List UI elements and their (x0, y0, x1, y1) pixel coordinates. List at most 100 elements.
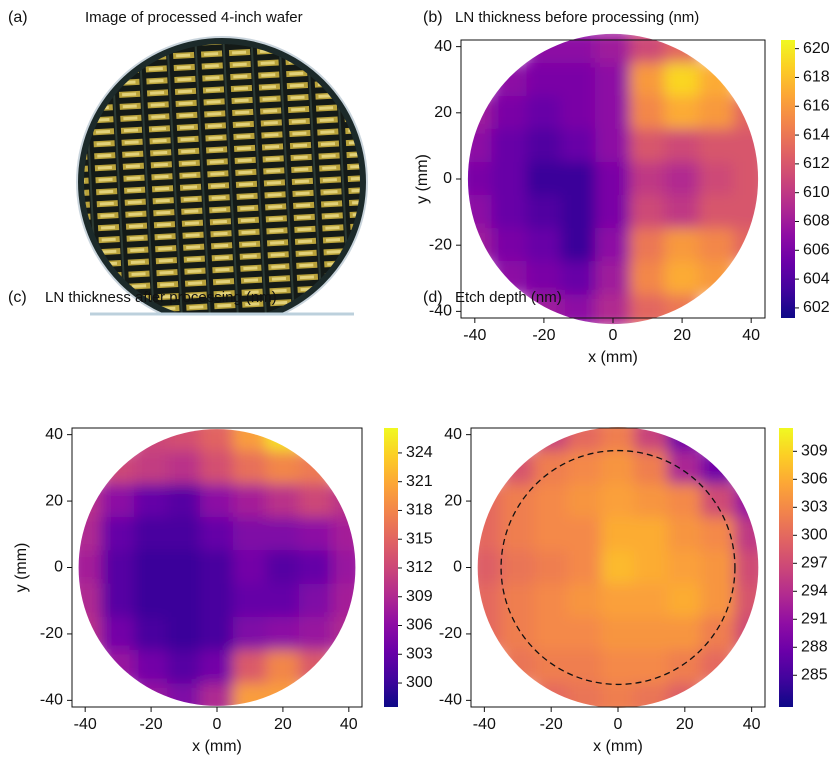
heatmap-cell (567, 550, 602, 585)
heatmap-cell (298, 583, 333, 618)
dashed-circle (500, 449, 736, 686)
colorbar-tick-label: 606 (803, 242, 830, 259)
heatmap-cell (526, 128, 562, 163)
heatmap-cell (634, 683, 669, 708)
heatmap-cell (101, 450, 136, 485)
heatmap-cell (664, 228, 700, 263)
heatmap-cell (533, 483, 569, 519)
heatmap-cell (500, 616, 535, 652)
heatmap-cell (500, 550, 535, 585)
heatmap-cell (331, 550, 356, 585)
heatmap-cell (701, 616, 736, 652)
heatmap-cell (634, 616, 669, 652)
heatmap-cell (477, 550, 502, 585)
heatmap-cell (167, 650, 202, 685)
y-axis-label: y (mm) (13, 543, 30, 593)
heatmap-cell (200, 683, 234, 706)
heatmap-cell (595, 95, 631, 130)
heatmap-cell (134, 583, 169, 618)
x-tick-label: -20 (540, 716, 563, 733)
heatmap-cell (634, 550, 669, 585)
colorbar-tick-label: 321 (406, 473, 433, 490)
colorbar-tick-label: 306 (406, 617, 433, 634)
heatmap-cell (477, 483, 502, 519)
heatmap-cell (664, 33, 700, 64)
heatmap-cell (167, 429, 202, 452)
heatmap-cell (567, 427, 602, 452)
heatmap-cell (477, 616, 502, 652)
heatmap-cell (491, 95, 528, 130)
x-tick-label: 0 (609, 327, 618, 344)
heatmap-cell (567, 517, 602, 552)
x-tick-label: 20 (676, 716, 694, 733)
colorbar-tick-label: 315 (406, 530, 433, 547)
heatmap-cell (600, 450, 636, 485)
heatmap-cell (526, 195, 562, 230)
heatmap-cell (629, 161, 666, 197)
colorbar (781, 40, 795, 318)
heatmap-cell (78, 616, 103, 652)
heatmap-cell (200, 483, 234, 519)
heatmap-cell (467, 228, 493, 263)
heatmap-cell (200, 517, 234, 552)
heatmap-cell (733, 161, 759, 197)
heatmap-cell (101, 483, 136, 519)
heatmap-cell (331, 483, 356, 519)
heatmap-cell (595, 261, 631, 296)
heatmap-cell (167, 483, 202, 519)
y-tick-label: -40 (429, 303, 452, 320)
heatmap-cell (265, 483, 300, 519)
heatmap-cell (567, 583, 602, 618)
heatmap-cell (78, 483, 103, 519)
x-axis-label: x (mm) (588, 349, 638, 366)
heatmap-cell (734, 550, 759, 585)
heatmap-cell (664, 95, 700, 130)
heatmap-cell (567, 683, 602, 708)
heatmap-cell (629, 261, 666, 296)
heatmap-cell (698, 261, 735, 296)
y-tick-label: 0 (443, 170, 452, 187)
heatmap-cell (560, 294, 597, 325)
panel-title: Etch depth (nm) (455, 289, 562, 306)
heatmap-cell (664, 161, 700, 197)
heatmap-cell (200, 616, 234, 652)
x-tick-label: -20 (532, 327, 555, 344)
heatmap-cell (664, 294, 700, 325)
colorbar-tick-label: 602 (803, 299, 830, 316)
heatmap-cell (78, 517, 103, 552)
colorbar-tick-label: 291 (801, 611, 828, 628)
y-tick-label: -20 (439, 625, 462, 642)
heatmap-cell (560, 128, 597, 163)
heatmap-cell (467, 95, 493, 130)
heatmap-cell (134, 616, 169, 652)
heatmap-cell (567, 450, 602, 485)
colorbar (384, 428, 398, 707)
heatmap-cell (664, 261, 700, 296)
heatmap-cell (200, 429, 234, 452)
heatmap-cell (533, 583, 569, 618)
heatmap-cell (533, 616, 569, 652)
heatmap-cell (698, 95, 735, 130)
heatmap-cell (667, 517, 703, 552)
heatmap-cell (733, 128, 759, 163)
colorbar-tick-label: 312 (406, 559, 433, 576)
heatmap-cell (629, 195, 666, 230)
heatmap-cell (331, 616, 356, 652)
heatmap-cell (634, 517, 669, 552)
x-tick-label: 40 (340, 716, 358, 733)
heatmap-cell (698, 195, 735, 230)
heatmap-cell (567, 650, 602, 685)
colorbar-tick-label: 610 (803, 184, 830, 201)
heatmap-cell (600, 583, 636, 618)
heatmap-cell (595, 228, 631, 263)
heatmap-cell (629, 128, 666, 163)
heatmap-cell (634, 427, 669, 452)
colorbar-tick-label: 306 (801, 471, 828, 488)
heatmap-cell (595, 33, 631, 64)
heatmap-cell (526, 228, 562, 263)
heatmap-cell (560, 161, 597, 197)
heatmap-cell (232, 517, 267, 552)
heatmap-cell (664, 195, 700, 230)
x-tick-label: -40 (74, 716, 97, 733)
heatmap-cell (101, 650, 136, 685)
